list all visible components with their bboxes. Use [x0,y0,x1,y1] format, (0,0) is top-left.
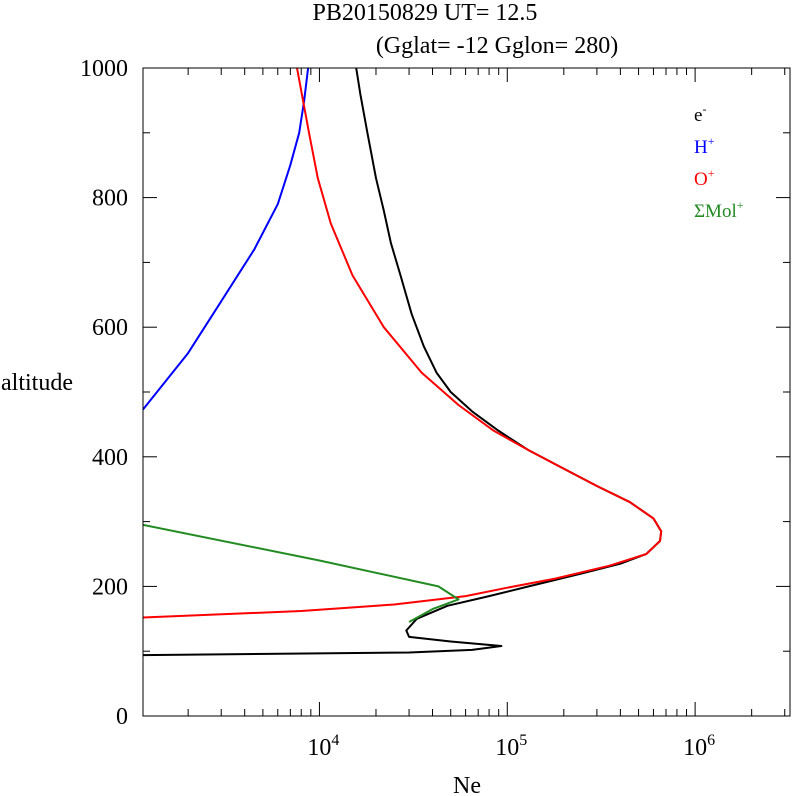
legend-entry-1: H+ [694,134,715,158]
y-tick-label: 0 [116,704,128,730]
plot-frame [142,67,791,717]
x-tick-label: 106 [683,732,715,761]
y-axis-label: altitude [1,370,73,396]
chart-title-line2: (Gglat= -12 Gglon= 280) [376,33,618,59]
x-axis-label: Ne [453,773,481,796]
series-line-3 [143,523,460,623]
x-tick-label: 104 [307,732,339,761]
y-tick-label: 400 [92,445,128,471]
legend-entry-2: O+ [694,166,715,190]
series-line-2 [143,68,663,619]
legend: e- H+ O+ ΣMol+ [694,102,744,222]
y-tick-label: 600 [92,315,128,341]
chart-title-line1: PB20150829 UT= 12.5 [313,0,538,26]
series-line-0 [143,68,663,657]
y-tick-labels: 0 200 400 600 800 1000 [80,56,128,730]
x-tick-label: 105 [495,732,527,761]
series-line-1 [143,68,310,411]
y-tick-label: 800 [92,186,128,212]
legend-entry-3: ΣMol+ [694,198,744,222]
y-tick-label: 200 [92,574,128,600]
x-tick-labels: 104 105 106 [307,732,715,761]
legend-entry-0: e- [694,102,706,126]
plot-area [142,67,791,717]
y-tick-label: 1000 [80,56,128,82]
